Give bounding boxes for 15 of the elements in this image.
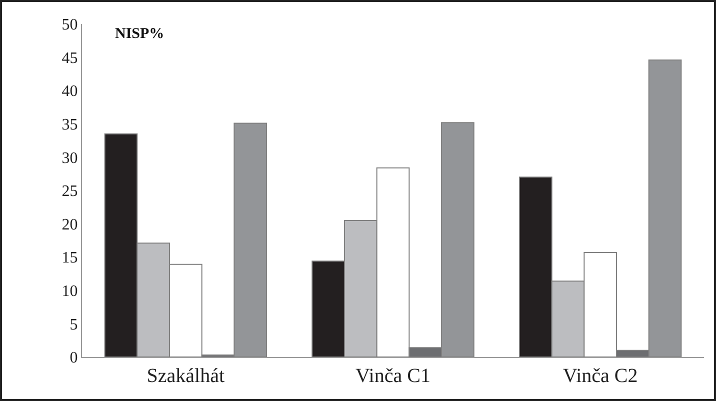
y-tick-label: 25 bbox=[62, 183, 78, 200]
x-tick-label: Vinča C2 bbox=[562, 365, 638, 387]
annotation: NISP% bbox=[115, 26, 164, 42]
y-tick-label: 35 bbox=[62, 116, 78, 134]
y-tick-label: 40 bbox=[62, 83, 78, 100]
y-tick-label: 5 bbox=[70, 316, 78, 334]
x-tick-label: Szakálhát bbox=[146, 365, 225, 387]
y-tick-label: 50 bbox=[62, 16, 78, 34]
y-tick-label: 10 bbox=[62, 283, 78, 300]
x-tick-label: Vinča C1 bbox=[356, 365, 430, 387]
y-tick-label: 45 bbox=[62, 50, 78, 67]
y-tick-label: 0 bbox=[70, 350, 78, 367]
y-tick-label: 15 bbox=[62, 250, 78, 267]
y-tick-label: 20 bbox=[62, 216, 78, 234]
y-tick-label: 30 bbox=[62, 150, 78, 167]
